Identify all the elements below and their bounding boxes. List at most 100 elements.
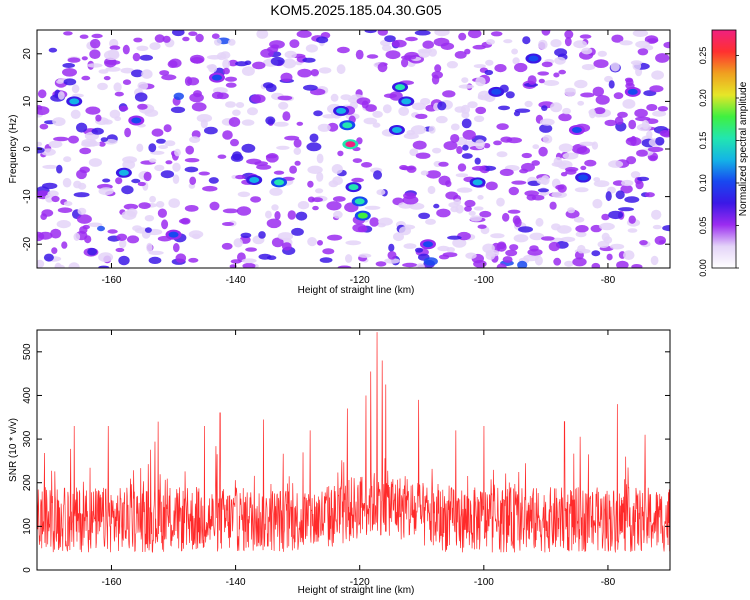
heatmap-cell	[73, 192, 90, 198]
colorbar-tick-label: 0.10	[698, 174, 708, 192]
heatmap-cell	[121, 185, 134, 195]
heatmap-cell	[294, 160, 301, 166]
heatmap-cell	[646, 130, 653, 139]
heatmap-cell	[63, 31, 73, 36]
heatmap-cell	[280, 72, 293, 83]
heatmap-feature-core	[422, 241, 433, 248]
heatmap-cell	[426, 170, 441, 179]
heatmap-cell	[398, 106, 410, 117]
heatmap-cell	[418, 49, 431, 58]
heatmap-feature-core	[348, 184, 359, 191]
heatmap-cell	[228, 59, 239, 67]
heatmap-cell	[507, 209, 521, 214]
heatmap-cell	[542, 134, 553, 144]
heatmap-cell	[573, 216, 585, 223]
colorbar: 0.00 0.05 0.10 0.15 0.20 0.25 Normalized spec…	[698, 29, 749, 277]
heatmap-cell	[385, 50, 401, 60]
heatmap-cell	[56, 164, 63, 174]
heatmap-cell	[254, 161, 268, 167]
snr-frame	[36, 329, 671, 571]
heatmap-cell	[258, 253, 272, 260]
heatmap-y-tick-label: -10	[22, 189, 33, 204]
heatmap-x-tick-label: -160	[101, 275, 121, 286]
heatmap-y-tick-label: 0	[22, 146, 33, 152]
heatmap-cell	[513, 111, 521, 117]
heatmap-cell	[532, 144, 540, 150]
heatmap-cell	[514, 62, 528, 73]
heatmap-cell	[317, 123, 331, 132]
heatmap-cell	[277, 232, 294, 241]
heatmap-cell	[500, 136, 513, 143]
heatmap-cell	[196, 114, 213, 123]
heatmap-cell	[113, 82, 122, 92]
heatmap-cell	[591, 262, 601, 268]
heatmap-cell	[485, 181, 498, 191]
heatmap-cell	[630, 135, 637, 146]
heatmap-cell	[414, 30, 431, 36]
heatmap-cell	[593, 59, 609, 68]
heatmap-cell	[107, 49, 120, 59]
heatmap-cell	[297, 201, 310, 210]
heatmap-cell	[511, 48, 518, 55]
heatmap-cell	[422, 40, 435, 49]
heatmap-cell	[303, 84, 318, 91]
heatmap-cell	[454, 106, 466, 113]
heatmap-cell	[464, 48, 471, 55]
heatmap-cell	[615, 190, 625, 200]
heatmap-cell	[537, 188, 550, 193]
snr-x-tick-label: -160	[101, 577, 121, 588]
heatmap-feature-core	[118, 169, 129, 176]
heatmap-cell	[37, 141, 43, 147]
heatmap-cell	[273, 170, 285, 175]
heatmap-cell	[562, 107, 571, 115]
heatmap-cell	[543, 80, 560, 86]
heatmap-cell	[126, 208, 138, 217]
heatmap-cell	[572, 257, 587, 267]
heatmap-cell	[435, 115, 448, 124]
heatmap-cell	[377, 62, 388, 73]
snr-x-label: Height of straight line (km)	[298, 585, 415, 596]
heatmap-cell	[119, 239, 127, 249]
heatmap-cell	[327, 234, 343, 241]
heatmap-cell	[100, 137, 108, 143]
heatmap-cell	[366, 54, 379, 59]
heatmap-cell	[622, 99, 636, 109]
heatmap-cell	[230, 138, 239, 147]
heatmap-cell	[498, 105, 510, 111]
heatmap-cell	[198, 171, 210, 176]
heatmap-cell	[123, 203, 139, 210]
heatmap-cell	[355, 49, 364, 60]
heatmap-cell	[124, 127, 131, 138]
heatmap-cell	[604, 119, 617, 127]
heatmap-cell	[148, 256, 162, 264]
colorbar-label: Normalized spectral amplitude	[738, 81, 749, 216]
heatmap-cell	[537, 71, 550, 76]
heatmap-feature-core	[131, 117, 142, 124]
heatmap-y-axis: -20 -10 0 10 20	[22, 48, 670, 251]
heatmap-cell	[48, 140, 63, 148]
heatmap-cell	[132, 52, 141, 62]
heatmap-cell	[228, 117, 241, 127]
heatmap-cell	[62, 68, 77, 77]
heatmap-cell	[623, 250, 635, 260]
heatmap-y-tick-label: 10	[22, 95, 33, 107]
heatmap-cell	[73, 180, 82, 189]
snr-y-tick-label: 200	[22, 474, 33, 491]
heatmap-cell	[461, 77, 469, 83]
heatmap-cell	[632, 30, 649, 37]
heatmap-cell	[68, 135, 79, 144]
heatmap-cell	[137, 181, 146, 187]
heatmap-cell	[558, 69, 566, 75]
heatmap-cell	[57, 207, 73, 213]
heatmap-cell	[447, 235, 462, 240]
heatmap-x-axis: -160 -140 -120 -100 -80	[101, 30, 616, 286]
heatmap-cell	[575, 231, 587, 238]
heatmap-cell	[434, 64, 442, 73]
heatmap-cell	[109, 45, 121, 50]
heatmap-cell	[576, 146, 590, 155]
heatmap-cell	[70, 109, 81, 120]
heatmap-cell	[649, 155, 658, 161]
heatmap-cell	[403, 243, 417, 249]
heatmap-cell	[597, 50, 607, 57]
heatmap-cell	[485, 59, 494, 66]
